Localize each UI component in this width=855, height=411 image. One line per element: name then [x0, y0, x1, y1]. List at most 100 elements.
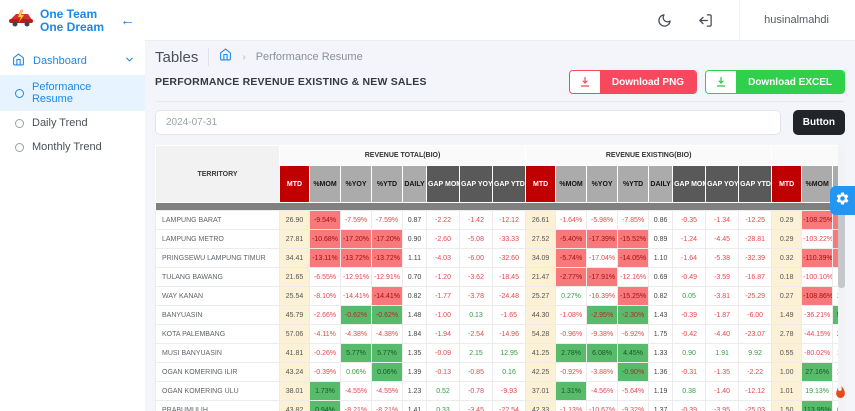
cell: -4.55% [371, 381, 403, 401]
cell: 2.78 [771, 324, 803, 344]
table-row: KOTA PALEMBANG 57.06 -4.11% -4.38% -4.38% 1.8… [155, 324, 845, 344]
column-header: %YOY [340, 165, 372, 203]
table-row: BANYUASIN 45.79 -2.66% -0.62% -0.62% 1.48 -1.0… [155, 305, 845, 325]
table-row: OGAN KOMERING ILIR 43.24 -0.39% 0.06% 0.06% 1… [155, 362, 845, 382]
cell: 1.36 [648, 362, 674, 382]
gear-icon [835, 191, 850, 211]
cell: 0.33 [426, 400, 460, 411]
column-header: MTD [525, 165, 557, 203]
cell: 1.91 [705, 343, 740, 363]
cell: 0.27 [771, 286, 803, 306]
cell: -0.26% [309, 343, 341, 363]
cell: -0.31 [672, 362, 707, 382]
cell: 1.49 [771, 305, 803, 325]
cell: -12.12 [738, 381, 773, 401]
cell: -3.45 [459, 400, 493, 411]
cell: -15.25% [617, 286, 650, 306]
cell: 42.25 [525, 362, 557, 382]
cell: -103.22% [801, 229, 834, 249]
scrollbar-thumb[interactable] [838, 200, 845, 288]
cell: -3.59 [705, 267, 740, 287]
table-row: TULANG BAWANG 21.65 -6.55% -12.91% -12.91% 0.… [155, 267, 845, 287]
cell: -0.49 [672, 267, 707, 287]
logout-icon[interactable] [698, 13, 713, 28]
cell: 0.29 [771, 229, 803, 249]
sidebar-item-performance-resume[interactable]: Peformance Resume [0, 75, 145, 111]
table-row: PRABUMULIH 43.82 0.94% -8.21% -8.21% 1.41 0.33… [155, 400, 845, 411]
cell: -9.93 [491, 381, 527, 401]
radio-icon [15, 142, 24, 152]
sidebar-item-monthly-trend[interactable]: Monthly Trend [0, 135, 145, 159]
cell: -17.20% [371, 229, 403, 249]
cell: -4.45 [705, 229, 740, 249]
column-header: GAP MOM [426, 165, 460, 203]
settings-fab[interactable] [830, 186, 855, 215]
cell: -14.05% [617, 248, 650, 268]
cell: 0.27% [555, 286, 588, 306]
table-container: TERRITORY REVENUE TOTAL(BIO) REVENUE EXIST… [155, 145, 845, 411]
cell: -3.62 [459, 267, 493, 287]
username[interactable]: husinalmahdi [739, 0, 855, 40]
sidebar-item-dashboard[interactable]: Dashboard [0, 47, 145, 75]
sidebar-item-label: Dashboard [33, 55, 87, 67]
cell: 0.13 [459, 305, 493, 325]
territory-cell: OGAN KOMERING ULU [155, 381, 280, 401]
column-header: DAILY [648, 165, 674, 203]
cell: 25.54 [279, 286, 310, 306]
cell: 1.41 [402, 400, 427, 411]
cell: 0.18 [771, 267, 803, 287]
cell: 0.70 [402, 267, 427, 287]
cell: -3.95 [705, 400, 740, 411]
home-icon[interactable] [219, 48, 232, 66]
moon-icon[interactable] [657, 13, 672, 28]
cell: 26.61 [525, 210, 557, 230]
cell: 0.16 [491, 362, 527, 382]
cell: -10.67% [586, 400, 619, 411]
cell: -110.39% [801, 248, 834, 268]
arrow-left-icon[interactable]: ← [120, 12, 135, 29]
cell: 0.86 [648, 210, 674, 230]
cell: 0.32 [771, 248, 803, 268]
cell: -2.22 [738, 362, 773, 382]
download-excel-button[interactable]: Download EXCEL [705, 70, 845, 94]
cell: 1.43 [648, 305, 674, 325]
cell: 0.94% [309, 400, 341, 411]
cell: -2.60 [426, 229, 460, 249]
cell: -12.12 [491, 210, 527, 230]
cell: 1.48 [402, 305, 427, 325]
cell: -1.64% [555, 210, 588, 230]
chevron-down-icon [124, 54, 135, 68]
cell: -5.40% [555, 229, 588, 249]
cell: -6.00 [459, 248, 493, 268]
cell: -5.74% [555, 248, 588, 268]
cell: -1.00 [426, 305, 460, 325]
cell: 0.82 [648, 286, 674, 306]
download-png-button[interactable]: Download PNG [568, 70, 698, 94]
cell: 9.92 [738, 343, 773, 363]
cell: -32.39 [738, 248, 773, 268]
cell: -3.78 [459, 286, 493, 306]
cell: -2.95% [586, 305, 619, 325]
cell: 26.90 [279, 210, 310, 230]
cell: -8.10% [309, 286, 341, 306]
cell: -1.13% [555, 400, 588, 411]
sidebar: Dashboard Peformance Resume Daily Trend … [0, 41, 145, 411]
cell: -5.08 [459, 229, 493, 249]
date-input[interactable] [155, 110, 781, 135]
cell: 27.16% [801, 362, 834, 382]
cell: 1.00 [771, 362, 803, 382]
cell: -14.96 [491, 324, 527, 344]
cell: 1.73% [309, 381, 341, 401]
region-strip [155, 202, 845, 211]
cell: 0.29 [771, 210, 803, 230]
cell: -17.39% [586, 229, 619, 249]
sidebar-item-daily-trend[interactable]: Daily Trend [0, 111, 145, 135]
cell: 19.13% [801, 381, 834, 401]
sidebar-item-label: Monthly Trend [32, 141, 102, 153]
column-header: MTD [279, 165, 310, 203]
cell: -1.77 [426, 286, 460, 306]
cell: 44.30 [525, 305, 557, 325]
cell: -44.15% [801, 324, 834, 344]
scrollbar-track[interactable] [838, 145, 845, 411]
generic-button[interactable]: Button [792, 110, 845, 135]
